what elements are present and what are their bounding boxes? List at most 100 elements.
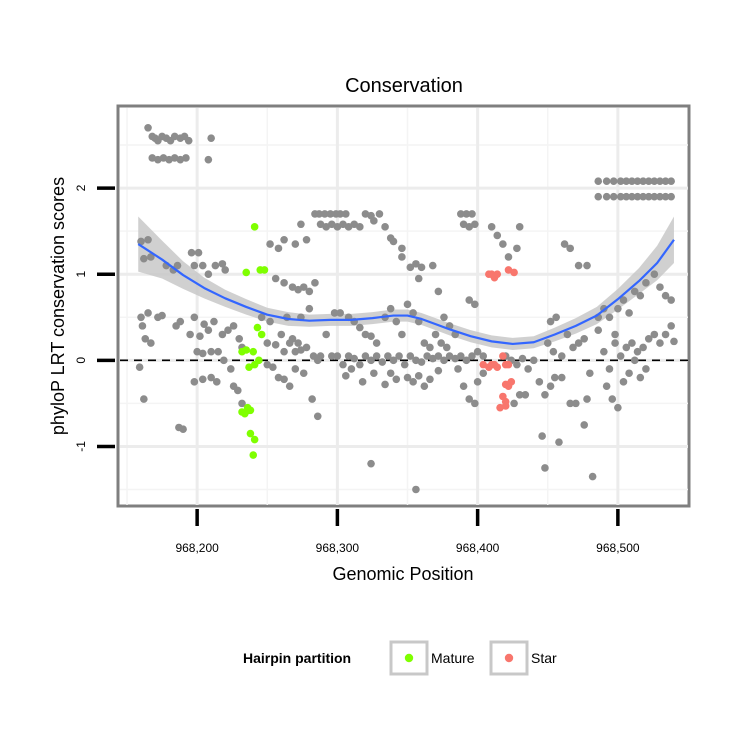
data-point-background <box>179 425 187 434</box>
data-point-star <box>493 270 502 279</box>
data-point-background <box>381 223 389 231</box>
data-point-background <box>398 244 406 253</box>
data-point-background <box>158 311 166 320</box>
data-point-background <box>639 192 647 201</box>
data-point-background <box>670 337 678 346</box>
data-point-background <box>630 287 639 296</box>
data-point-background <box>633 347 642 356</box>
data-point-background <box>375 210 384 218</box>
data-point-background <box>594 177 603 185</box>
data-point-background <box>414 372 423 380</box>
data-point-background <box>420 339 429 347</box>
data-point-background <box>291 240 300 248</box>
data-point-background <box>140 254 148 263</box>
data-point-background <box>285 339 294 347</box>
data-point-background <box>291 365 300 373</box>
data-point-background <box>403 300 412 309</box>
data-point-background <box>550 373 559 382</box>
data-point-background <box>468 210 476 218</box>
data-point-background <box>367 459 375 468</box>
data-point-background <box>650 330 659 339</box>
data-point-background <box>611 330 619 339</box>
data-point-background <box>440 356 448 365</box>
x-tick-label: 968,500 <box>596 541 640 555</box>
data-point-background <box>667 177 675 185</box>
legend-swatch-star <box>504 653 514 663</box>
data-point-background <box>271 341 280 349</box>
data-point-background <box>196 332 204 341</box>
data-point-background <box>194 248 203 257</box>
x-axis-title: Genomic Position <box>332 564 473 584</box>
data-point-background <box>361 352 370 360</box>
data-point-background <box>302 235 311 244</box>
data-point-background <box>426 343 434 352</box>
data-point-background <box>280 375 288 384</box>
data-point-background <box>417 358 426 366</box>
data-point-background <box>204 270 213 279</box>
data-point-star <box>499 352 507 360</box>
data-point-background <box>473 347 482 356</box>
data-point-background <box>372 352 381 360</box>
data-point-background <box>147 253 155 261</box>
data-point-background <box>656 339 664 347</box>
data-point-background <box>266 317 274 326</box>
data-point-background <box>622 343 631 352</box>
data-point-background <box>619 378 628 386</box>
data-point-background <box>147 339 155 347</box>
data-point-background <box>614 403 622 412</box>
data-point-star <box>507 378 516 386</box>
data-point-mature <box>250 223 259 231</box>
data-point-background <box>406 263 415 272</box>
data-point-background <box>583 261 591 270</box>
plot-panel <box>116 104 691 508</box>
data-point-background <box>471 300 479 309</box>
data-point-background <box>614 304 622 313</box>
data-point-background <box>619 296 628 304</box>
legend-item-star: Star <box>489 640 557 676</box>
data-point-background <box>356 323 364 332</box>
data-point-background <box>515 390 524 399</box>
data-point-background <box>356 360 364 369</box>
data-point-background <box>630 356 639 365</box>
data-point-background <box>661 177 670 185</box>
data-point-background <box>611 339 619 347</box>
data-point-background <box>605 365 614 373</box>
data-point-background <box>308 395 316 403</box>
data-point-background <box>524 365 532 373</box>
legend-swatch-mature <box>404 653 414 663</box>
data-point-background <box>412 485 420 494</box>
data-point-background <box>656 192 664 201</box>
data-point-background <box>442 343 451 352</box>
data-point-background <box>457 352 465 360</box>
data-point-background <box>294 339 302 347</box>
data-point-background <box>285 382 294 390</box>
data-point-background <box>140 395 148 403</box>
data-point-background <box>370 217 378 225</box>
smooth-curve-layer <box>137 239 675 346</box>
data-point-background <box>600 347 608 356</box>
data-point-background <box>176 317 185 326</box>
data-point-background <box>642 279 650 287</box>
data-point-background <box>574 339 583 347</box>
data-point-background <box>315 210 323 218</box>
data-point-background <box>218 260 227 268</box>
data-point-background <box>541 464 549 472</box>
chart-title: Conservation <box>345 75 463 97</box>
data-point-background <box>625 309 633 317</box>
data-point-background <box>510 399 518 408</box>
data-point-background <box>602 177 611 185</box>
data-point-background <box>487 223 496 231</box>
y-tick-label: 1 <box>74 271 88 278</box>
data-point-background <box>173 261 182 270</box>
data-point-background <box>398 253 406 261</box>
data-point-mature <box>242 268 251 277</box>
data-point-background <box>280 347 288 356</box>
data-point-background <box>462 356 471 365</box>
data-point-background <box>644 177 653 185</box>
data-point-background <box>381 380 389 389</box>
data-point-background <box>431 330 440 339</box>
data-point-star <box>504 360 513 369</box>
data-point-background <box>609 192 618 201</box>
data-point-background <box>135 363 144 372</box>
data-point-background <box>137 313 145 322</box>
